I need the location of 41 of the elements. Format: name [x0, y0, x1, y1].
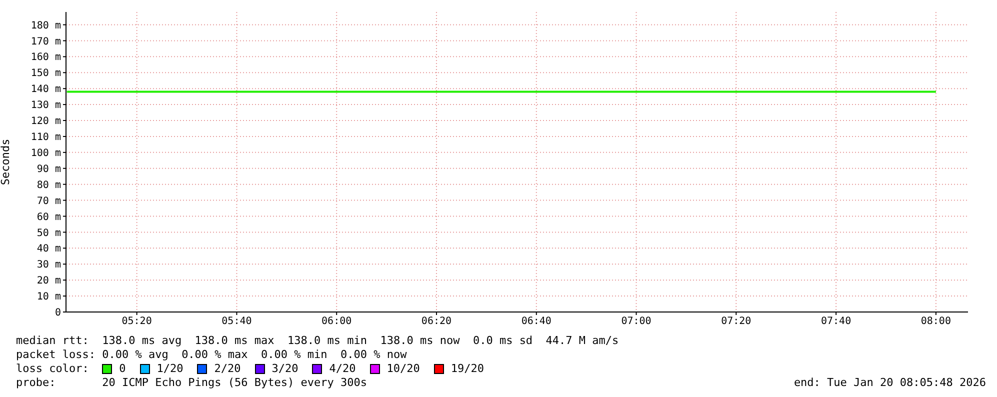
text: packet loss: 0.00 % avg 0.00 % max 0.00 % min 0.00 % now [16, 348, 408, 362]
x-tick-label: 05:40 [222, 316, 252, 328]
y-tick-label: 100 m [30, 148, 61, 159]
text: end: Tue Jan 20 08:05:48 2026 [794, 376, 986, 390]
y-tick-label: 170 m [30, 36, 61, 48]
x-tick-label: 07:00 [621, 316, 652, 328]
x-tick-label: 06:40 [521, 316, 552, 328]
y-tick-label: 110 m [30, 132, 61, 144]
legend-label: 10/20 [386, 362, 420, 376]
text: probe: 20 ICMP Echo Pings (56 Bytes) every 300s [16, 376, 367, 390]
x-tick-label: 08:00 [920, 316, 951, 328]
y-tick-label: 90 m [36, 164, 61, 175]
legend-label: 19/20 [450, 362, 484, 376]
x-tick-label: 07:20 [721, 316, 752, 328]
x-tick-label: 06:00 [322, 316, 352, 328]
x-tick-label: 07:40 [821, 316, 852, 328]
legend-label: 2/20 [214, 362, 241, 376]
legend-title: loss color: [16, 362, 90, 376]
legend-label: 3/20 [272, 362, 298, 376]
y-tick-label: 140 m [30, 84, 61, 96]
y-tick-label: 10 m [36, 292, 61, 303]
y-tick-label: 120 m [30, 116, 61, 128]
y-tick-label: 130 m [30, 100, 61, 112]
y-tick-label: 30 m [36, 260, 61, 271]
y-tick-label: 70 m [36, 196, 61, 207]
x-tick-label: 06:20 [421, 316, 452, 328]
x-tick-label: 05:20 [122, 316, 152, 328]
y-tick-label: 180 m [30, 20, 61, 32]
y-axis-title: Seconds [0, 138, 12, 186]
y-tick-label: 0 [54, 308, 61, 319]
y-tick-label: 50 m [36, 228, 61, 239]
y-tick-label: 40 m [36, 244, 61, 255]
text: median rtt: 138.0 ms avg 138.0 ms max 138.0 ms min 138.0 ms now 0.0 ms sd 44.7 M am/s [16, 334, 620, 348]
legend-label: 0 [119, 362, 126, 376]
y-tick-label: 80 m [36, 180, 61, 191]
y-tick-label: 60 m [36, 212, 61, 223]
legend-label: 1/20 [156, 362, 184, 376]
y-tick-label: 160 m [30, 52, 61, 64]
y-tick-label: 20 m [36, 276, 61, 287]
y-tick-label: 150 m [30, 68, 61, 80]
legend-label: 4/20 [329, 362, 356, 376]
